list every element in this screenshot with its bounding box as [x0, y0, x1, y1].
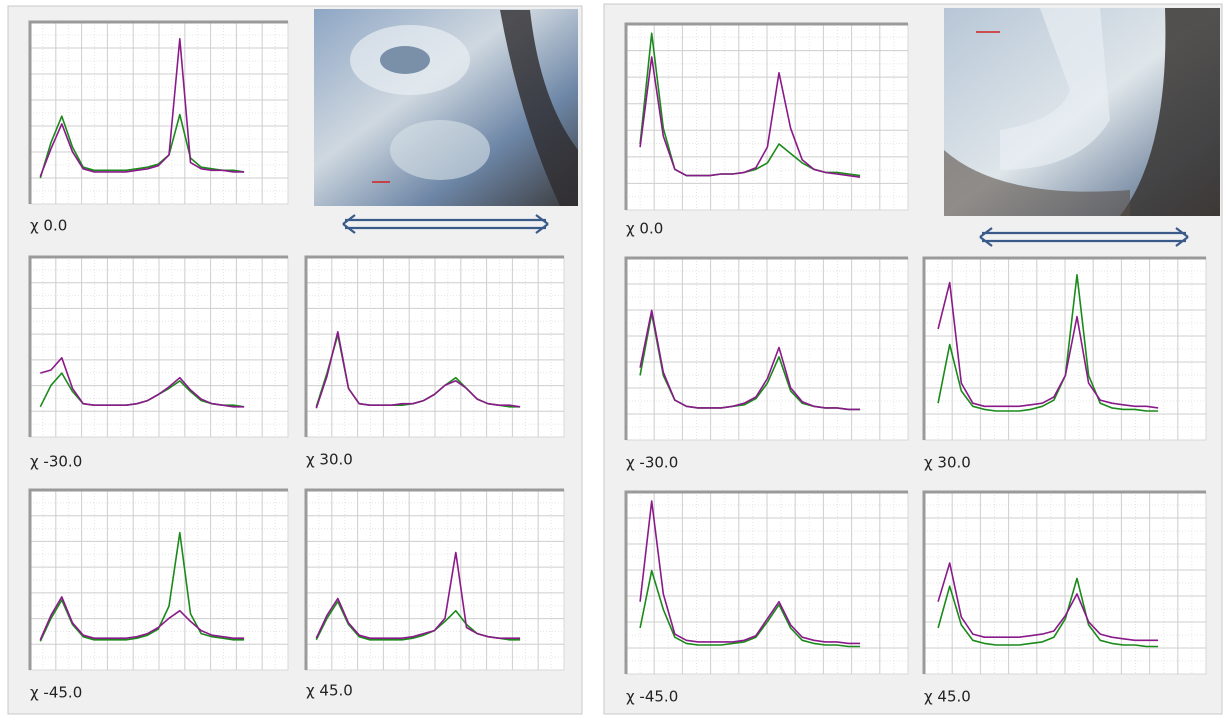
spectrum-chart: χ 30.0 [924, 258, 1206, 472]
spectrum-chart: χ -30.0 [626, 258, 908, 472]
chart-label: χ -30.0 [626, 454, 678, 472]
chart-label: χ -30.0 [30, 453, 82, 471]
spectrum-chart: χ 0.0 [626, 24, 908, 238]
micrograph [944, 8, 1220, 216]
chart-label: χ -45.0 [626, 688, 678, 706]
spectrum-chart: χ 30.0 [306, 257, 564, 469]
spectrum-chart: χ 0.0 [30, 22, 288, 235]
chart-label: χ 0.0 [30, 217, 67, 235]
chart-label: χ 30.0 [924, 454, 971, 472]
chart-label: χ -45.0 [30, 684, 82, 702]
chart-label: χ 45.0 [306, 682, 353, 700]
screenshot: χ 0.0 χ -30.0 χ 30.0 χ -45.0 χ 45.0 χ 0.0 χ -3… [0, 0, 1223, 715]
spectrum-chart: χ 45.0 [924, 492, 1206, 706]
micrograph [314, 9, 578, 206]
chart-label: χ 0.0 [626, 220, 663, 238]
spectrum-chart: χ -45.0 [626, 492, 908, 706]
spectrum-chart: χ -45.0 [30, 490, 288, 702]
chart-label: χ 45.0 [924, 688, 971, 706]
spectrum-chart: χ 45.0 [306, 490, 564, 700]
chart-label: χ 30.0 [306, 451, 353, 469]
